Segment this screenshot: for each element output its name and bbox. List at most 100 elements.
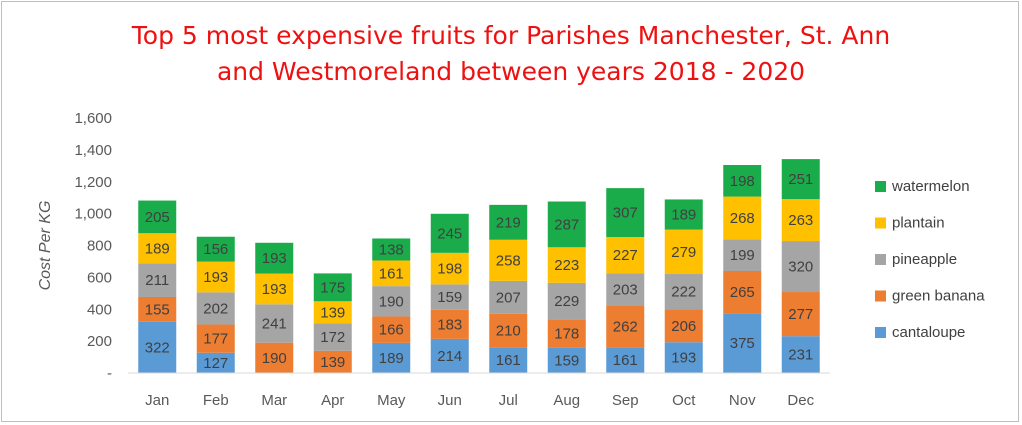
legend-swatch: [875, 217, 886, 229]
bar-segment: [138, 200, 177, 234]
y-tick-label: 1,000: [74, 206, 112, 223]
y-tick-label: 800: [87, 238, 112, 255]
data-label: 227: [613, 247, 638, 264]
legend-label: green banana: [892, 288, 985, 305]
bar-segment: [255, 304, 294, 343]
legend-label: watermelon: [891, 178, 970, 195]
bar-segment: [781, 241, 820, 293]
data-label: 189: [671, 207, 696, 224]
data-label: 198: [730, 173, 755, 190]
bar-segment: [664, 309, 703, 343]
data-label: 189: [145, 240, 170, 257]
data-label: 156: [203, 241, 228, 258]
data-label: 210: [496, 323, 521, 340]
data-label: 190: [379, 293, 404, 310]
y-tick-label: 1,400: [74, 142, 112, 159]
bar-segment: [196, 324, 235, 353]
data-label: 203: [613, 281, 638, 298]
data-label: 159: [554, 352, 579, 369]
x-tick-label: Sep: [612, 392, 639, 409]
data-label: 127: [203, 355, 228, 372]
data-label: 320: [788, 259, 813, 276]
bar-segment: [196, 352, 235, 373]
chart-title: Top 5 most expensive fruits for Parishes…: [0, 18, 1022, 90]
data-label: 205: [145, 209, 170, 226]
data-label: 199: [730, 247, 755, 264]
y-tick-label: 600: [87, 269, 112, 286]
data-label: 183: [437, 316, 462, 333]
bar-segment: [489, 347, 528, 373]
bar-segment: [723, 271, 762, 314]
bar-segment: [430, 284, 469, 310]
data-label: 241: [262, 316, 287, 333]
data-label: 193: [262, 250, 287, 267]
y-tick-label: 1,200: [74, 174, 112, 191]
bar-segment: [723, 196, 762, 240]
data-label: 139: [320, 304, 345, 321]
bar-segment: [606, 237, 645, 274]
bar-segment: [255, 342, 294, 373]
data-label: 222: [671, 284, 696, 301]
bar-segment: [723, 313, 762, 373]
bar-segment: [664, 342, 703, 373]
bar-segment: [606, 305, 645, 348]
data-label: 287: [554, 216, 579, 233]
bar-segment: [489, 313, 528, 348]
bar-segment: [664, 274, 703, 310]
data-label: 322: [145, 339, 170, 356]
data-label: 193: [262, 281, 287, 298]
data-label: 214: [437, 348, 462, 365]
bar-segment: [313, 273, 352, 302]
bar-segment: [255, 242, 294, 274]
y-tick-label: 400: [87, 301, 112, 318]
bar-segment: [430, 309, 469, 339]
data-label: 211: [145, 272, 169, 289]
data-label: 193: [671, 350, 696, 367]
y-axis-title: Cost Per KG: [37, 201, 54, 291]
x-tick-label: Dec: [787, 392, 814, 409]
data-label: 202: [203, 300, 228, 317]
bar-segment: [313, 350, 352, 373]
bar-segment: [138, 321, 177, 373]
bar-segment: [372, 286, 411, 317]
data-label: 178: [554, 325, 579, 342]
bar-segment: [547, 347, 586, 373]
y-tick-label: -: [107, 365, 112, 382]
legend-label: pineapple: [892, 251, 957, 268]
x-tick-label: Jan: [145, 392, 169, 409]
bar-segment: [430, 338, 469, 373]
bar-segment: [606, 188, 645, 238]
legend-swatch: [875, 327, 886, 338]
data-label: 251: [788, 171, 813, 188]
bar-segment: [138, 296, 177, 322]
bar-segment: [430, 213, 469, 253]
bar-segment: [547, 319, 586, 348]
data-label: 231: [788, 347, 813, 364]
data-label: 155: [145, 301, 170, 318]
x-tick-label: Mar: [261, 392, 287, 409]
data-label: 262: [613, 318, 638, 335]
bar-segment: [606, 347, 645, 373]
bar-segment: [723, 239, 762, 271]
bar-segment: [606, 273, 645, 306]
data-label: 138: [379, 241, 404, 258]
bar-segment: [781, 199, 820, 242]
data-label: 268: [730, 210, 755, 227]
bar-segment: [489, 204, 528, 240]
chart-title-line-1: Top 5 most expensive fruits for Parishes…: [131, 21, 891, 50]
data-label: 245: [437, 225, 462, 242]
bar-segment: [489, 239, 528, 281]
data-label: 277: [788, 306, 813, 323]
data-label: 177: [203, 331, 228, 348]
bar-segment: [372, 238, 411, 261]
bar-segment: [196, 261, 235, 293]
legend-swatch: [875, 290, 886, 302]
bar-segment: [372, 342, 411, 373]
data-label: 223: [554, 257, 579, 274]
legend-swatch: [875, 254, 886, 265]
bar-segment: [664, 229, 703, 275]
data-label: 229: [554, 293, 579, 310]
bar-segment: [255, 273, 294, 305]
data-label: 189: [379, 350, 404, 367]
